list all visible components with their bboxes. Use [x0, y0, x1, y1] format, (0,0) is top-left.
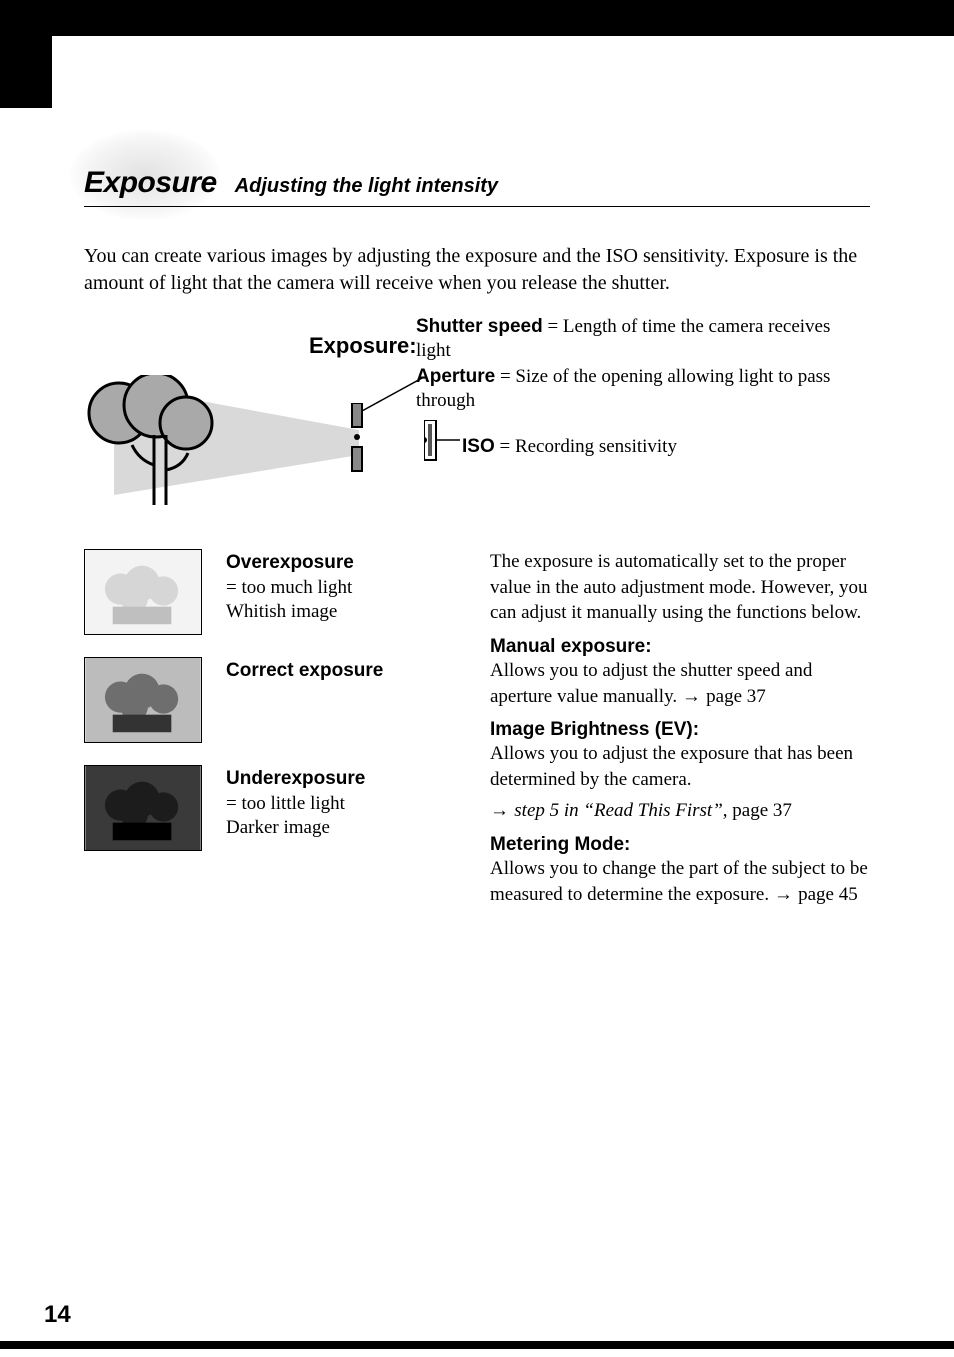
- sensor-icon: [424, 420, 484, 470]
- arrow-icon: →: [682, 686, 706, 707]
- overexposure-title: Overexposure: [226, 551, 354, 576]
- iso-definition: ISO = Recording sensitivity: [462, 435, 862, 459]
- underexposure-row: Underexposure = too little light Darker …: [84, 765, 484, 851]
- left-black-tab: [0, 0, 52, 108]
- auto-exposure-paragraph: The exposure is automatically set to the…: [490, 549, 870, 626]
- underexposure-line1: = too little light: [226, 792, 365, 817]
- metering-head: Metering Mode:: [490, 834, 870, 856]
- aperture-definition: Aperture = Size of the opening allowing …: [416, 365, 866, 413]
- overexposure-line1: = too much light: [226, 576, 354, 601]
- ev-body: Allows you to adjust the exposure that h…: [490, 741, 870, 792]
- metering-body: Allows you to change the part of the sub…: [490, 856, 870, 907]
- manual-exposure-head: Manual exposure:: [490, 636, 870, 658]
- arrow-icon: →: [774, 884, 798, 905]
- ev-head: Image Brightness (EV):: [490, 719, 870, 741]
- underexposure-title: Underexposure: [226, 767, 365, 792]
- examples-column: Overexposure = too much light Whitish im…: [84, 549, 484, 913]
- correct-exposure-title: Correct exposure: [226, 659, 383, 684]
- heading-subtitle: Adjusting the light intensity: [235, 175, 498, 198]
- iso-desc: Recording sensitivity: [515, 436, 677, 457]
- aperture-leader-line: [354, 375, 444, 415]
- footer-black-bar: [0, 1341, 954, 1349]
- underexposure-thumb: [84, 765, 202, 851]
- overexposure-thumb: [84, 549, 202, 635]
- shutter-label: Shutter speed: [416, 316, 543, 337]
- page-number: 14: [44, 1301, 71, 1329]
- explanation-column: The exposure is automatically set to the…: [484, 549, 870, 913]
- underexposure-line2: Darker image: [226, 816, 365, 841]
- exposure-label: Exposure:: [309, 333, 417, 359]
- correct-exposure-thumb: [84, 657, 202, 743]
- section-heading: Exposure Adjusting the light intensity: [84, 166, 870, 207]
- exposure-diagram: Exposure: Shutter speed = Length of time…: [84, 315, 870, 525]
- manual-exposure-body: Allows you to adjust the shutter speed a…: [490, 658, 870, 709]
- arrow-icon: →: [490, 800, 514, 821]
- top-black-bar: [0, 0, 954, 36]
- shutter-definition: Shutter speed = Length of time the camer…: [416, 315, 866, 363]
- intro-paragraph: You can create various images by adjusti…: [84, 243, 870, 297]
- ev-ref: → step 5 in “Read This First”, page 37: [490, 798, 870, 824]
- correct-exposure-row: Correct exposure: [84, 657, 484, 743]
- overexposure-row: Overexposure = too much light Whitish im…: [84, 549, 484, 635]
- overexposure-line2: Whitish image: [226, 600, 354, 625]
- heading-eyebrow: Exposure: [84, 166, 217, 200]
